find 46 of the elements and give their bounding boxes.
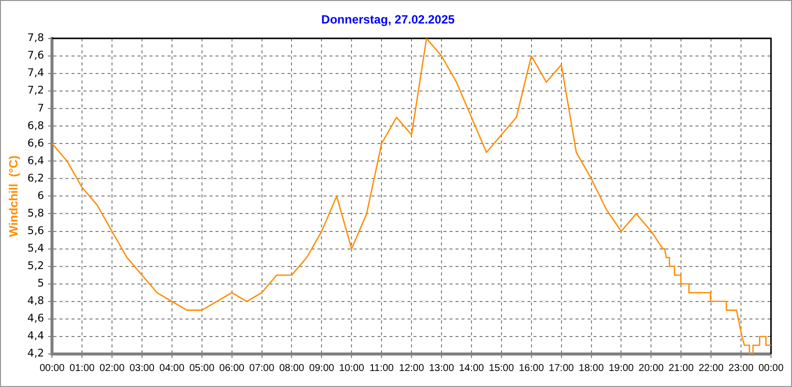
x-tick-label: 09:00 [309, 362, 335, 374]
x-tick-label: 04:00 [159, 362, 185, 374]
x-tick-label: 14:00 [458, 362, 484, 374]
x-tick-label: 08:00 [279, 362, 305, 374]
y-tick-label: 6,8 [27, 120, 44, 132]
x-tick-label: 22:00 [698, 362, 724, 374]
x-tick-label: 05:00 [189, 362, 215, 374]
y-tick-label: 7,6 [27, 50, 44, 62]
x-tick-label: 10:00 [339, 362, 365, 374]
y-axis-title: Windchill (°C) [6, 156, 21, 237]
x-tick-label: 13:00 [428, 362, 454, 374]
y-tick-label: 6,2 [27, 172, 44, 184]
y-tick-label: 5 [37, 278, 44, 290]
y-tick-label: 4,4 [27, 330, 44, 342]
x-tick-label: 03:00 [129, 362, 155, 374]
chart-title: Donnerstag, 27.02.2025 [321, 12, 456, 27]
x-tick-label: 01:00 [70, 362, 95, 374]
x-tick-label: 16:00 [518, 362, 544, 374]
y-tick-label: 5,6 [27, 225, 44, 237]
y-tick-label: 4,2 [27, 348, 44, 360]
x-tick-label: 19:00 [608, 362, 634, 374]
y-tick-label: 6 [37, 190, 44, 202]
y-tick-label: 7,2 [27, 84, 44, 97]
x-tick-label: 23:00 [728, 362, 754, 374]
y-tick-label: 6,6 [27, 137, 44, 150]
x-tick-label: 11:00 [369, 362, 394, 374]
x-tick-label: 20:00 [638, 362, 664, 374]
x-tick-label: 00:00 [40, 362, 66, 374]
y-tick-label: 5,2 [27, 260, 44, 272]
x-tick-label: 00:00 [758, 362, 784, 374]
y-tick-label: 4,6 [27, 312, 44, 325]
y-tick-label: 5,4 [27, 242, 44, 255]
y-tick-label: 6,4 [27, 154, 44, 167]
y-tick-label: 7,8 [27, 32, 44, 44]
x-tick-label: 18:00 [578, 362, 604, 374]
x-tick-label: 21:00 [668, 362, 694, 374]
y-tick-label: 5,8 [27, 207, 44, 220]
x-tick-label: 02:00 [99, 362, 125, 374]
x-tick-label: 07:00 [249, 362, 275, 374]
y-tick-label: 4,8 [27, 295, 44, 308]
x-tick-label: 06:00 [219, 362, 245, 374]
x-tick-label: 12:00 [399, 362, 424, 374]
y-tick-label: 7,4 [27, 67, 44, 80]
x-tick-label: 15:00 [488, 362, 514, 374]
x-tick-label: 17:00 [548, 362, 574, 374]
y-tick-label: 7 [37, 102, 44, 114]
